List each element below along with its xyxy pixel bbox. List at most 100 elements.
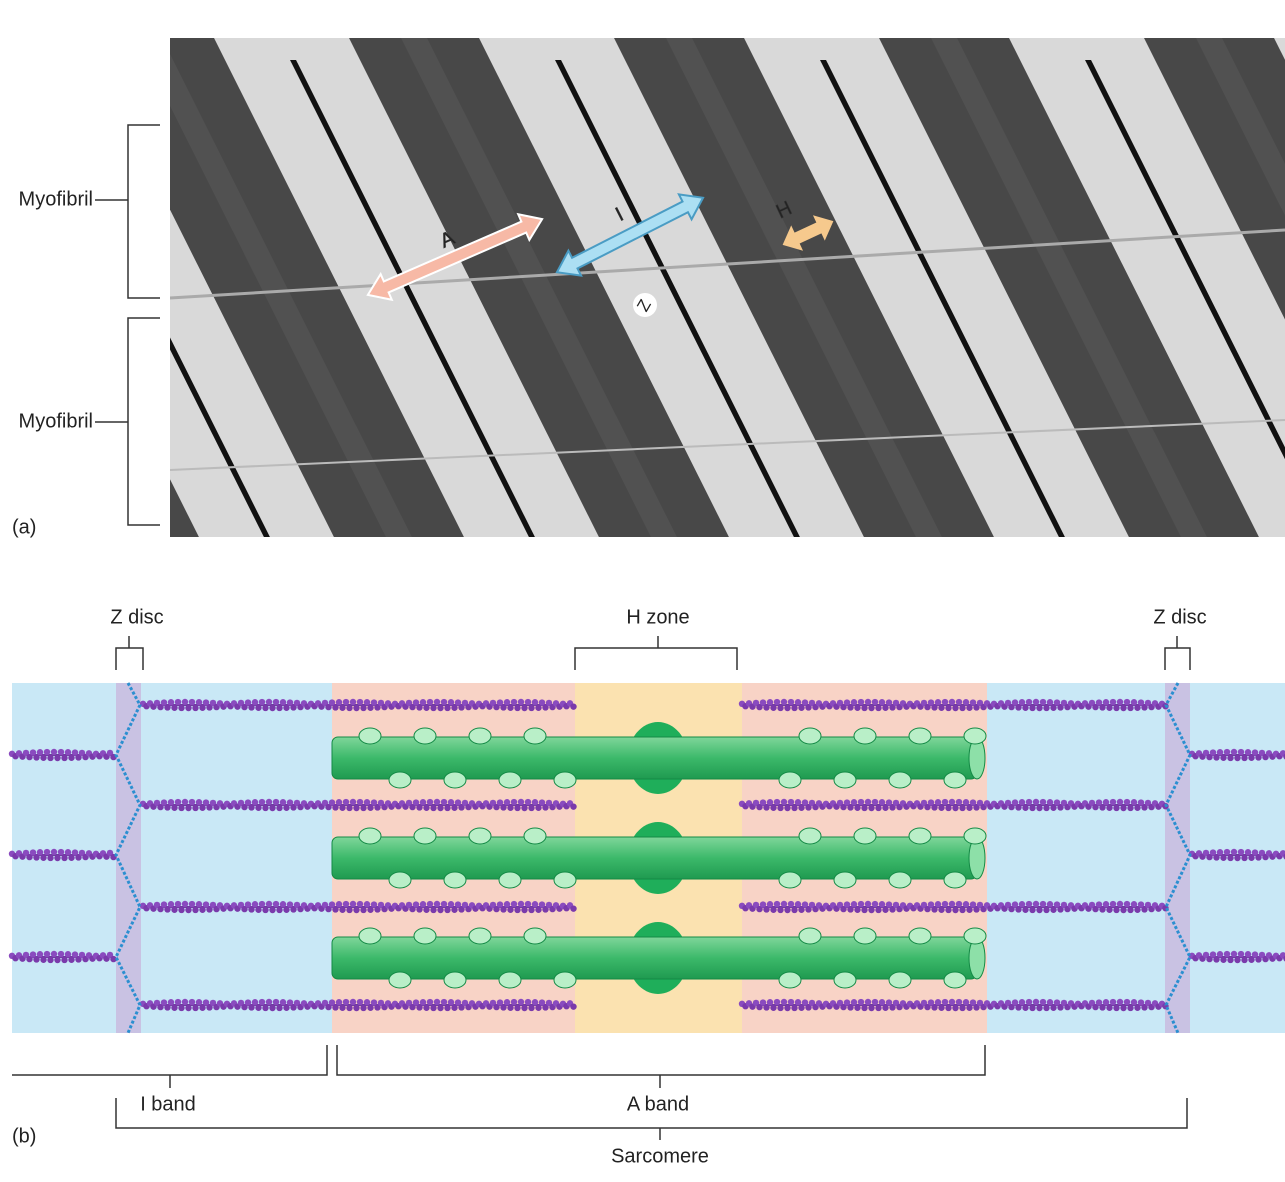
actin-bead [1047,901,1053,907]
actin-bead [1238,749,1244,755]
myosin-head [524,828,546,844]
actin-bead [500,1004,506,1010]
actin-bead [518,799,524,805]
actin-bead [868,705,874,711]
actin-bead [1050,907,1056,913]
actin-bead [528,705,534,711]
actin-bead [514,907,520,913]
actin-bead [54,957,60,963]
actin-bead [51,749,57,755]
actin-bead [865,699,871,705]
actin-bead [532,699,538,705]
actin-bead [199,805,205,811]
actin-bead [448,901,454,907]
micrograph [0,0,1285,560]
actin-bead [847,1004,853,1010]
actin-bead [798,805,804,811]
actin-bead [882,1005,888,1011]
actin-bead [1103,699,1109,705]
actin-bead [346,805,352,811]
actin-bead [332,704,338,710]
actin-bead [1036,907,1042,913]
actin-bead [1029,1005,1035,1011]
actin-bead [966,805,972,811]
actin-bead [33,956,39,962]
actin-bead [868,907,874,913]
actin-bead [570,703,576,709]
actin-bead [339,1005,345,1011]
actin-bead [1113,1005,1119,1011]
actin-bead [182,799,188,805]
actin-bead [1234,755,1240,761]
actin-bead [1022,1005,1028,1011]
actin-bead [504,699,510,705]
actin-bead [364,799,370,805]
actin-bead [851,799,857,805]
myosin-head [499,972,521,988]
actin-bead [938,907,944,913]
actin-bead [1134,705,1140,711]
actin-bead [956,999,962,1005]
actin-bead [1124,999,1130,1005]
actin-bead [767,799,773,805]
actin-bead [935,999,941,1005]
bracket [116,636,143,670]
actin-bead [416,804,422,810]
i-band-label: I band [140,1093,196,1115]
myosin-head [799,828,821,844]
actin-bead [963,699,969,705]
actin-bead [511,799,517,805]
actin-bead [346,1005,352,1011]
actin-bead [763,704,769,710]
actin-bead [935,799,941,805]
actin-bead [525,799,531,805]
actin-bead [360,907,366,913]
actin-bead [199,1005,205,1011]
actin-bead [1029,705,1035,711]
actin-bead [507,1005,513,1011]
actin-bead [784,907,790,913]
myosin-head [499,872,521,888]
actin-bead [196,901,202,907]
actin-bead [1245,849,1251,855]
actin-bead [1106,907,1112,913]
actin-bead [1050,705,1056,711]
actin-bead [441,901,447,907]
actin-bead [1040,901,1046,907]
myosin-head [944,972,966,988]
myosin-head [799,928,821,944]
actin-bead [339,805,345,811]
actin-bead [283,805,289,811]
actin-bead [437,805,443,811]
actin-bead [1213,956,1219,962]
actin-bead [189,999,195,1005]
actin-bead [44,749,50,755]
actin-bead [353,1005,359,1011]
actin-bead [192,1005,198,1011]
actin-bead [514,705,520,711]
actin-bead [451,805,457,811]
actin-bead [434,799,440,805]
actin-bead [416,1004,422,1010]
actin-bead [1224,749,1230,755]
actin-bead [1099,804,1105,810]
actin-bead [178,805,184,811]
actin-bead [357,699,363,705]
actin-bead [168,699,174,705]
panel-label: (b) [12,1125,36,1147]
actin-bead [767,901,773,907]
actin-bead [795,999,801,1005]
actin-bead [199,705,205,711]
actin-bead [252,999,258,1005]
actin-bead [1131,999,1137,1005]
actin-bead [416,906,422,912]
actin-bead [178,907,184,913]
actin-bead [788,699,794,705]
actin-bead [1043,805,1049,811]
actin-bead [1036,805,1042,811]
actin-bead [175,999,181,1005]
actin-bead [1241,957,1247,963]
actin-bead [364,999,370,1005]
actin-bead [196,699,202,705]
myosin-head [909,928,931,944]
